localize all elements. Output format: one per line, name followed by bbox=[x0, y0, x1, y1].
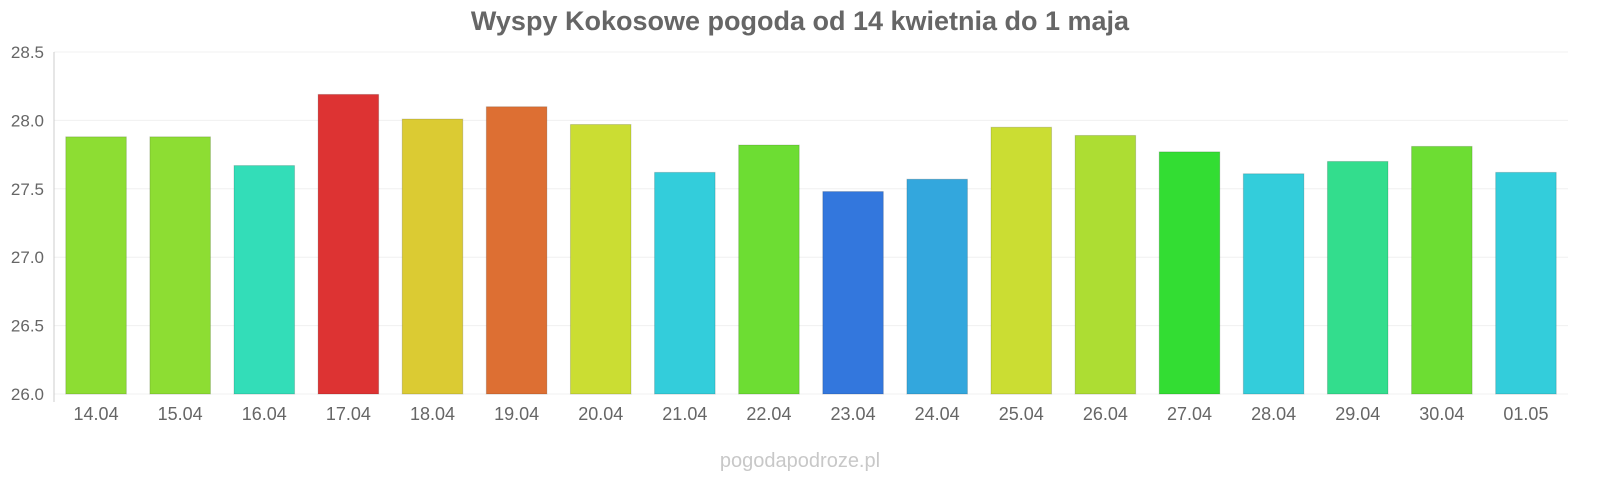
y-tick-label: 27.5 bbox=[11, 180, 44, 199]
bar-01.05[interactable] bbox=[1495, 171, 1557, 395]
x-tick-label: 26.04 bbox=[1083, 404, 1128, 424]
y-tick-labels: 26.0 26.5 27.0 27.5 28.0 28.5 bbox=[11, 43, 44, 404]
x-tick-label: 17.04 bbox=[326, 404, 371, 424]
x-tick-label: 25.04 bbox=[999, 404, 1044, 424]
bar-14.04[interactable] bbox=[65, 136, 127, 395]
y-tick-label: 27.0 bbox=[11, 248, 44, 267]
bar-19.04[interactable] bbox=[485, 106, 548, 395]
x-tick-label: 19.04 bbox=[494, 404, 539, 424]
x-tick-label: 01.05 bbox=[1503, 404, 1548, 424]
bar-23.04[interactable] bbox=[822, 191, 884, 395]
bar-18.04[interactable] bbox=[401, 118, 464, 395]
y-tick-label: 26.0 bbox=[11, 385, 44, 404]
gridlines bbox=[54, 51, 1568, 395]
y-tick-label: 26.5 bbox=[11, 317, 44, 336]
bar-17.04[interactable] bbox=[317, 93, 380, 395]
bars bbox=[65, 93, 1557, 395]
x-tick-label: 24.04 bbox=[915, 404, 960, 424]
watermark: pogodapodroze.pl bbox=[719, 450, 881, 472]
y-tick-label: 28.5 bbox=[11, 43, 44, 62]
x-tick-label: 15.04 bbox=[158, 404, 203, 424]
x-tick-label: 29.04 bbox=[1335, 404, 1380, 424]
bar-24.04[interactable] bbox=[906, 178, 968, 395]
bar-21.04[interactable] bbox=[654, 171, 716, 395]
bar-30.04[interactable] bbox=[1411, 145, 1473, 395]
x-tick-label: 27.04 bbox=[1167, 404, 1212, 424]
x-tick-label: 14.04 bbox=[74, 404, 119, 424]
x-tick-label: 28.04 bbox=[1251, 404, 1296, 424]
x-tick-label: 20.04 bbox=[578, 404, 623, 424]
x-tick-label: 18.04 bbox=[410, 404, 455, 424]
bar-15.04[interactable] bbox=[149, 136, 211, 395]
y-tick-label: 28.0 bbox=[11, 111, 44, 130]
bar-29.04[interactable] bbox=[1326, 160, 1389, 395]
chart-title: Wyspy Kokosowe pogoda od 14 kwietnia do … bbox=[470, 6, 1130, 36]
bar-26.04[interactable] bbox=[1074, 134, 1137, 395]
x-tick-label: 22.04 bbox=[746, 404, 791, 424]
x-tick-label: 16.04 bbox=[242, 404, 287, 424]
bar-20.04[interactable] bbox=[569, 124, 632, 395]
x-tick-label: 30.04 bbox=[1419, 404, 1464, 424]
bar-22.04[interactable] bbox=[738, 144, 800, 395]
bar-28.04[interactable] bbox=[1242, 173, 1305, 395]
x-tick-label: 21.04 bbox=[662, 404, 707, 424]
bar-27.04[interactable] bbox=[1158, 151, 1221, 395]
bar-16.04[interactable] bbox=[233, 165, 296, 395]
x-tick-label: 23.04 bbox=[831, 404, 876, 424]
x-tick-labels: 14.04 15.04 16.04 17.04 18.04 19.04 20.04 21.04… bbox=[74, 404, 1549, 424]
bar-25.04[interactable] bbox=[990, 126, 1053, 395]
